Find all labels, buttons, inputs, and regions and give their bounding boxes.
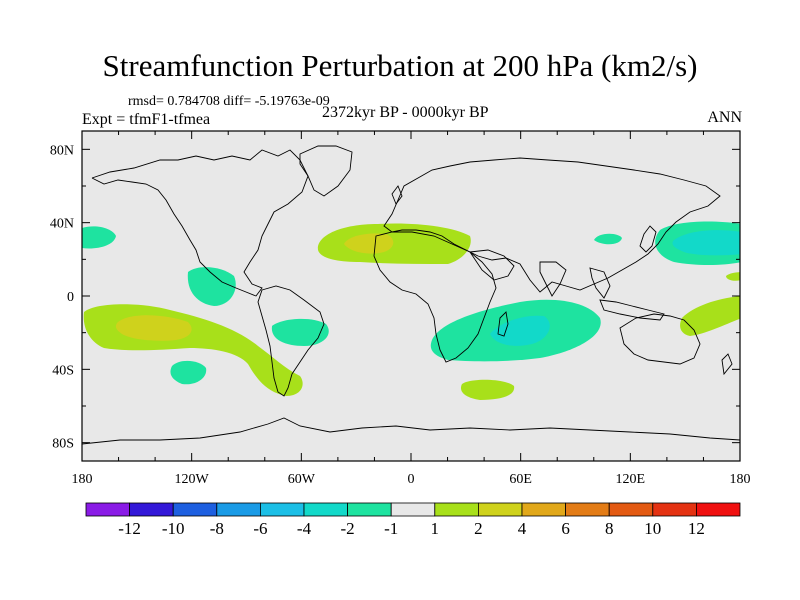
anomaly-w-pacific-small [726, 272, 740, 281]
colorbar-box [696, 502, 741, 517]
colorbar-box [347, 502, 392, 517]
anomaly-e-pacific [187, 267, 236, 306]
anomaly-ne-asia [594, 233, 622, 245]
colorbar-label: -8 [210, 519, 224, 538]
coast-india [539, 261, 567, 297]
y-tick-label: 0 [67, 290, 74, 305]
x-tick-label: 120E [616, 472, 646, 487]
colorbar-box [608, 502, 654, 517]
anomaly-s-atlantic [271, 318, 329, 346]
colorbar-label: 2 [474, 519, 483, 538]
colorbar-box [652, 502, 697, 517]
y-tick-label: 40S [52, 363, 74, 378]
coastlines [82, 145, 740, 445]
colorbar-label: 4 [518, 519, 527, 538]
coast-africa [373, 231, 497, 363]
colorbar-box [521, 502, 566, 517]
x-tick-label: 180 [730, 472, 751, 487]
x-tick-label: 60E [509, 472, 532, 487]
coast-greenland [299, 145, 353, 197]
period-label: 2372kyr BP - 0000kyr BP [322, 104, 489, 121]
anomaly-nw-pacific-core [672, 230, 740, 256]
x-tick-label: 0 [408, 472, 415, 487]
colorbar-box [259, 502, 305, 517]
colorbar-label: -12 [118, 519, 141, 538]
colorbar-box [477, 502, 523, 517]
colorbar-label: 6 [561, 519, 570, 538]
coast-madagascar [497, 311, 509, 337]
chart-title: Streamfunction Perturbation at 200 hPa (… [102, 48, 698, 83]
coast-south-america [257, 285, 325, 397]
x-tick-label: 120W [175, 472, 210, 487]
colorbar-label: -1 [384, 519, 398, 538]
anomaly-sw-pacific [680, 296, 740, 336]
anomaly-n-atlantic-core [344, 233, 394, 254]
colorbar-label: 10 [644, 519, 661, 538]
coast-southeast-asia [589, 267, 611, 299]
y-tick-label: 40N [50, 217, 74, 232]
colorbar-box [129, 502, 174, 517]
map-background [82, 131, 740, 461]
y-axis-labels: 80N 40N 0 40S 80S [50, 143, 74, 451]
colorbar-label: -2 [341, 519, 355, 538]
colorbar-box [565, 502, 610, 517]
colorbar-label: 1 [431, 519, 440, 538]
anomaly-se-pacific [170, 360, 207, 385]
coast-australia [619, 313, 701, 365]
coast-new-zealand [721, 353, 733, 376]
experiment-label: Expt = tfmF1-tfmea [82, 111, 211, 128]
anomaly-southern-ocean [460, 379, 515, 400]
coast-arabia [469, 249, 515, 281]
colorbar-label: 8 [605, 519, 614, 538]
anomaly-s-pacific-core [115, 315, 192, 341]
coast-antarctica [82, 417, 740, 445]
x-tick-label: 180 [72, 472, 93, 487]
colorbar-labels: -12 -10 -8 -6 -4 -2 -1 1 2 4 6 8 10 12 [118, 519, 705, 538]
colorbar-box [434, 502, 479, 517]
coast-indonesia [599, 299, 665, 321]
colorbar-label: 12 [688, 519, 705, 538]
colorbar-box [390, 502, 436, 517]
colorbar-box [85, 502, 130, 517]
colorbar-label: -10 [162, 519, 185, 538]
coast-north-america [91, 149, 309, 297]
x-tick-label: 60W [288, 472, 316, 487]
colorbar-label: -6 [253, 519, 267, 538]
coast-british-isles [391, 185, 403, 205]
stats-text: rmsd= 0.784708 diff= -5.19763e-09 [128, 94, 330, 109]
anomaly-n-atlantic-africa [317, 223, 471, 264]
season-label: ANN [707, 109, 742, 126]
colorbar [85, 502, 741, 517]
x-axis-labels: 180 120W 60W 0 60E 120E 180 [72, 472, 751, 487]
anomaly-s-indian-core [490, 315, 550, 346]
colorbar-box [303, 502, 348, 517]
y-tick-label: 80N [50, 143, 74, 158]
colorbar-box [216, 502, 261, 517]
colorbar-box [172, 502, 218, 517]
anomaly-west-edge [82, 226, 116, 249]
contour-fields [82, 221, 740, 400]
axis-ticks [81, 131, 741, 461]
colorbar-label: -4 [297, 519, 312, 538]
y-tick-label: 80S [52, 437, 74, 452]
coast-japan [639, 225, 657, 253]
